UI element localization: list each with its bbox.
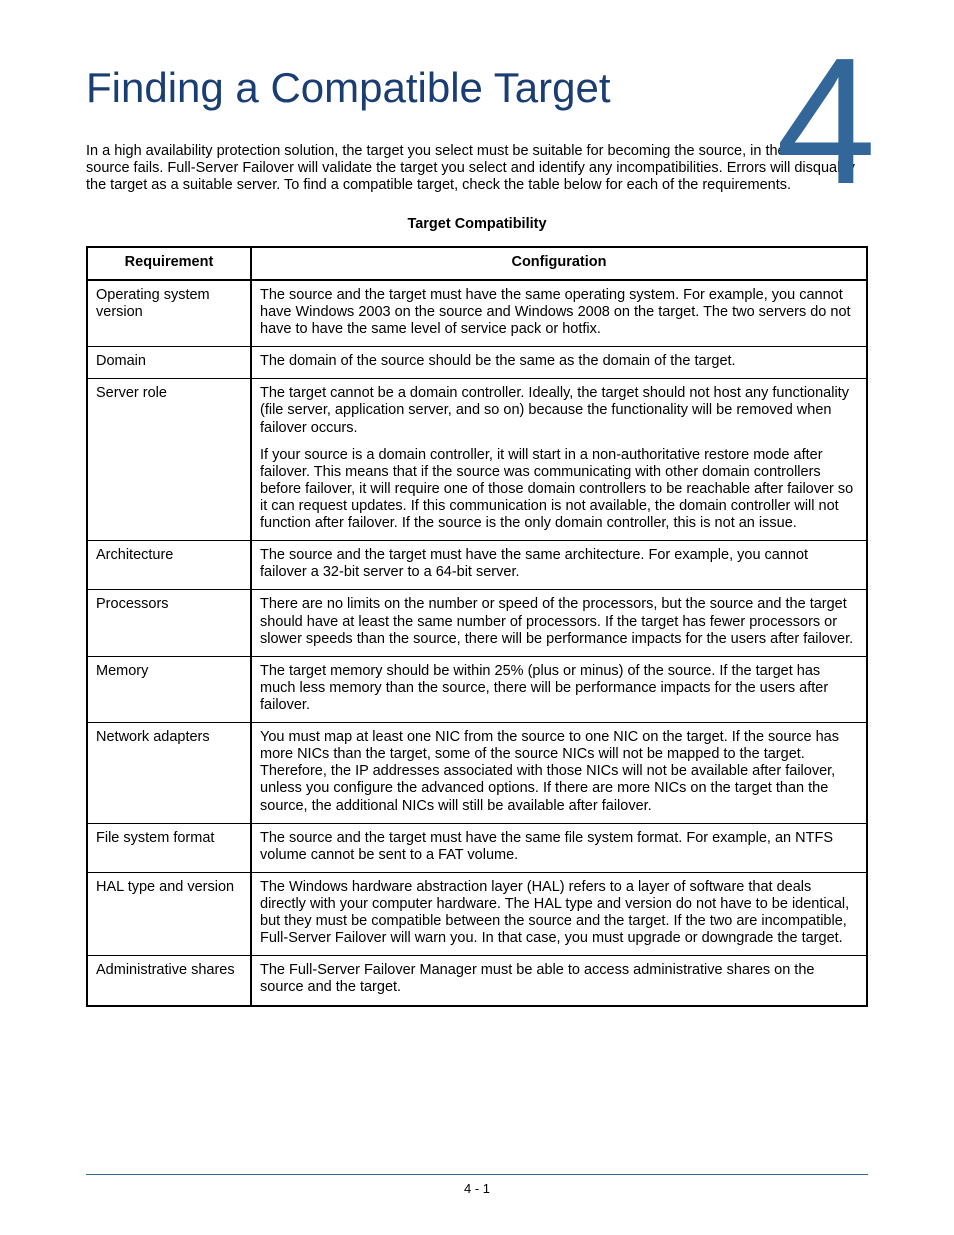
table-header-row: Requirement Configuration — [87, 247, 867, 280]
cell-paragraph: If your source is a domain controller, i… — [260, 447, 858, 533]
cell-paragraph: You must map at least one NIC from the s… — [260, 729, 858, 815]
cell-requirement: Server role — [87, 379, 251, 541]
cell-configuration: The Full-Server Failover Manager must be… — [251, 956, 867, 1006]
compatibility-table: Requirement Configuration Operating syst… — [86, 246, 868, 1007]
cell-configuration: There are no limits on the number or spe… — [251, 590, 867, 656]
col-header-configuration: Configuration — [251, 247, 867, 280]
cell-paragraph: The source and the target must have the … — [260, 547, 858, 581]
cell-requirement: File system format — [87, 823, 251, 872]
chapter-number: 4 — [776, 32, 868, 212]
cell-requirement: Administrative shares — [87, 956, 251, 1006]
table-title: Target Compatibility — [86, 216, 868, 232]
cell-configuration: The target cannot be a domain controller… — [251, 379, 867, 541]
table-row: ProcessorsThere are no limits on the num… — [87, 590, 867, 656]
cell-paragraph: The domain of the source should be the s… — [260, 353, 858, 370]
cell-configuration: You must map at least one NIC from the s… — [251, 723, 867, 824]
cell-requirement: Architecture — [87, 541, 251, 590]
table-row: MemoryThe target memory should be within… — [87, 656, 867, 722]
cell-paragraph: There are no limits on the number or spe… — [260, 596, 858, 647]
table-row: Domain The domain of the source should be… — [87, 347, 867, 379]
cell-configuration: The domain of the source should be the s… — [251, 347, 867, 379]
cell-configuration: The source and the target must have the … — [251, 823, 867, 872]
cell-paragraph: The Full-Server Failover Manager must be… — [260, 962, 858, 996]
table-row: Architecture The source and the target mu… — [87, 541, 867, 590]
page-title: Finding a Compatible Target — [86, 62, 646, 115]
cell-requirement: Memory — [87, 656, 251, 722]
table-row: Administrative shares The Full-Server Fai… — [87, 956, 867, 1006]
cell-configuration: The target memory should be within 25% (… — [251, 656, 867, 722]
cell-requirement: Network adapters — [87, 723, 251, 824]
cell-paragraph: The Windows hardware abstraction layer (… — [260, 879, 858, 947]
table-row: Operating system versionThe source and t… — [87, 280, 867, 347]
intro-paragraph: In a high availability protection soluti… — [86, 143, 868, 194]
cell-requirement: HAL type and version — [87, 872, 251, 955]
cell-configuration: The source and the target must have the … — [251, 541, 867, 590]
document-page: 4 Finding a Compatible Target In a high … — [0, 0, 954, 1235]
table-row: Network adaptersYou must map at least on… — [87, 723, 867, 824]
cell-configuration: The Windows hardware abstraction layer (… — [251, 872, 867, 955]
cell-requirement: Operating system version — [87, 280, 251, 347]
table-row: Server roleThe target cannot be a domain… — [87, 379, 867, 541]
cell-paragraph: The target cannot be a domain controller… — [260, 385, 858, 436]
page-header: 4 Finding a Compatible Target — [86, 62, 868, 115]
page-footer: 4 - 1 — [86, 1174, 868, 1196]
table-row: HAL type and versionThe Windows hardware… — [87, 872, 867, 955]
cell-paragraph: The source and the target must have the … — [260, 830, 858, 864]
cell-configuration: The source and the target must have the … — [251, 280, 867, 347]
col-header-requirement: Requirement — [87, 247, 251, 280]
cell-paragraph: The source and the target must have the … — [260, 287, 858, 338]
table-row: File system format The source and the tar… — [87, 823, 867, 872]
cell-requirement: Processors — [87, 590, 251, 656]
cell-paragraph: The target memory should be within 25% (… — [260, 663, 858, 714]
cell-requirement: Domain — [87, 347, 251, 379]
